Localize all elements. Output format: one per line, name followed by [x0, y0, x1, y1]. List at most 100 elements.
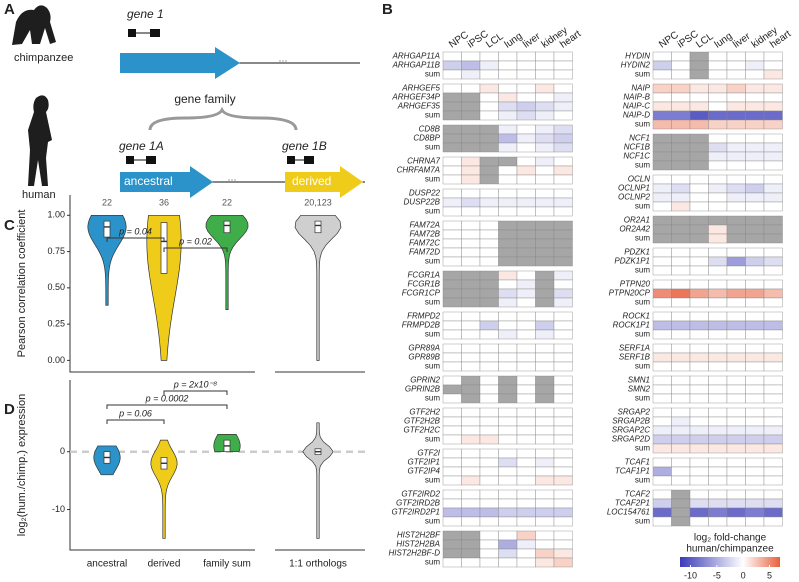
heat-cell — [708, 183, 728, 194]
heat-cell — [498, 124, 518, 135]
heat-cell — [479, 101, 499, 112]
na-cell — [461, 375, 481, 386]
heat-cell — [763, 279, 783, 290]
heat-cell — [745, 352, 765, 363]
na-cell — [652, 133, 672, 144]
na-cell — [479, 156, 499, 167]
box — [223, 220, 231, 234]
heat-cell — [671, 393, 691, 404]
na-cell — [498, 220, 518, 231]
heat-cell — [745, 279, 765, 290]
na-cell — [652, 151, 672, 162]
heat-cell — [535, 60, 555, 71]
heat-cell — [498, 60, 518, 71]
na-cell — [689, 151, 709, 162]
box — [103, 220, 111, 238]
heat-cell — [708, 69, 728, 80]
arrow-label: derived — [292, 174, 331, 188]
heat-cell — [553, 197, 573, 208]
heat-cell — [479, 229, 499, 240]
na-cell — [461, 384, 481, 395]
heat-cell — [652, 247, 672, 258]
heat-cell — [553, 384, 573, 395]
heat-cell — [479, 69, 499, 80]
row-label: ARHGEF34P — [391, 93, 440, 102]
row-label: sum — [425, 257, 440, 266]
heat-cell — [535, 165, 555, 176]
row-label: PTPN20 — [620, 280, 651, 289]
heat-cell — [535, 425, 555, 436]
heat-cell — [535, 69, 555, 80]
heat-cell — [553, 457, 573, 468]
row-label: sum — [425, 207, 440, 216]
heat-cell — [726, 466, 746, 477]
heat-cell — [479, 548, 499, 559]
heat-cell — [689, 92, 709, 103]
na-cell — [461, 548, 481, 559]
heat-cell — [461, 407, 481, 418]
heat-cell — [479, 393, 499, 404]
na-cell — [689, 233, 709, 244]
row-label: SRGAP2C — [612, 426, 650, 435]
heat-cell — [689, 407, 709, 418]
heat-cell — [516, 51, 536, 62]
heat-cell — [708, 265, 728, 276]
na-cell — [516, 220, 536, 231]
heat-cell — [726, 101, 746, 112]
heat-cell — [745, 247, 765, 258]
heat-cell — [689, 83, 709, 94]
na-cell — [689, 133, 709, 144]
legend-subtitle: human/chimpanzee — [686, 544, 774, 555]
heat-cell — [708, 416, 728, 427]
heat-cell — [652, 375, 672, 386]
heat-cell — [763, 151, 783, 162]
na-cell — [535, 238, 555, 249]
heat-cell — [553, 188, 573, 199]
na-cell — [498, 384, 518, 395]
na-cell — [671, 498, 691, 509]
heat-cell — [689, 425, 709, 436]
heat-cell — [763, 297, 783, 308]
heat-cell — [671, 457, 691, 468]
heat-cell — [671, 101, 691, 112]
heat-cell — [461, 247, 481, 258]
heat-cell — [652, 51, 672, 62]
heat-cell — [671, 475, 691, 486]
heat-cell — [553, 51, 573, 62]
heat-cell — [671, 119, 691, 130]
na-cell — [763, 233, 783, 244]
heat-cell — [745, 475, 765, 486]
heat-cell — [553, 60, 573, 71]
heat-cell — [461, 51, 481, 62]
heat-cell — [516, 69, 536, 80]
na-cell — [671, 507, 691, 518]
heat-cell — [553, 297, 573, 308]
heat-cell — [689, 516, 709, 527]
na-cell — [442, 548, 462, 559]
heat-cell — [461, 156, 481, 167]
heat-cell — [498, 457, 518, 468]
heat-cell — [745, 174, 765, 185]
row-label: FCGR1CP — [402, 289, 441, 298]
violin — [150, 439, 178, 539]
heat-cell — [763, 201, 783, 212]
heat-cell — [535, 124, 555, 135]
box — [314, 220, 322, 234]
heat-cell — [708, 297, 728, 308]
arrow-label: ancestral — [124, 174, 173, 188]
heat-cell — [535, 548, 555, 559]
heat-cell — [553, 329, 573, 340]
heat-cell — [479, 557, 499, 568]
heat-cell — [479, 311, 499, 322]
heat-cell — [745, 343, 765, 354]
heat-cell — [726, 475, 746, 486]
heat-cell — [479, 375, 499, 386]
heat-cell — [461, 457, 481, 468]
heat-cell — [553, 279, 573, 290]
heat-cell — [652, 297, 672, 308]
heat-cell — [535, 343, 555, 354]
na-cell — [498, 238, 518, 249]
heat-cell — [671, 320, 691, 331]
heat-cell — [726, 279, 746, 290]
heat-cell — [745, 51, 765, 62]
